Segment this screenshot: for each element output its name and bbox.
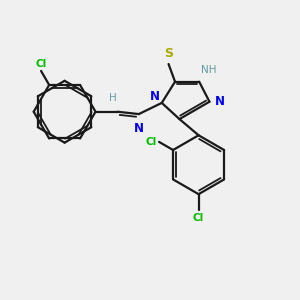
Text: H: H — [109, 94, 117, 103]
Text: NH: NH — [201, 65, 216, 75]
Text: N: N — [215, 95, 225, 108]
Text: Cl: Cl — [193, 213, 204, 223]
Text: Cl: Cl — [35, 59, 47, 70]
Text: N: N — [134, 122, 144, 135]
Text: S: S — [164, 47, 173, 61]
Text: Cl: Cl — [146, 137, 157, 147]
Text: N: N — [149, 91, 159, 103]
